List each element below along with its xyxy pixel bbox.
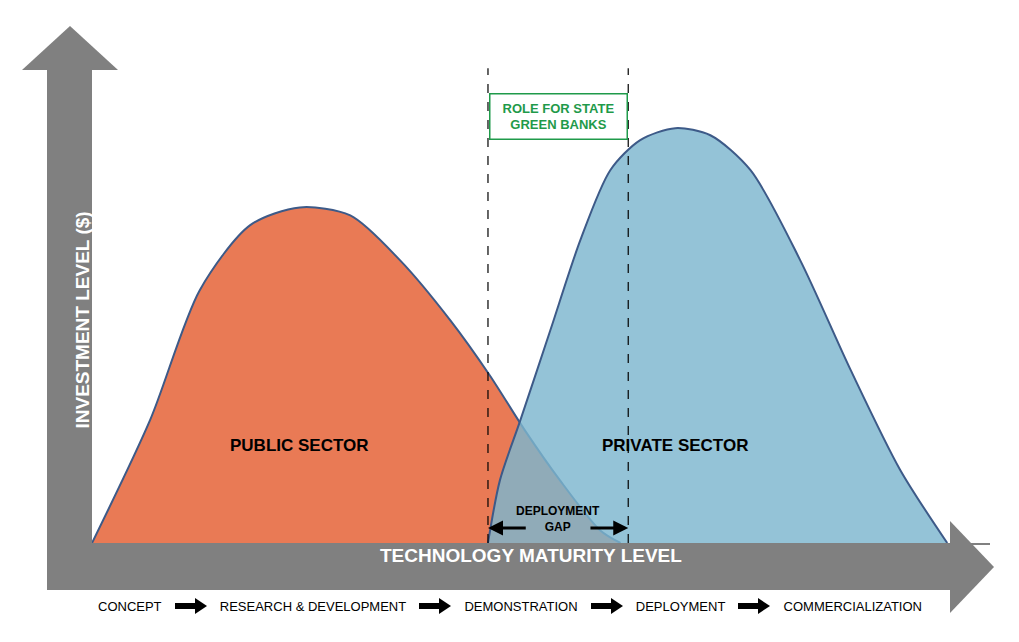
- svg-text:DEPLOYMENTGAP: DEPLOYMENTGAP: [516, 504, 600, 534]
- html-text:COMMERCIALIZATION: COMMERCIALIZATION: [783, 598, 922, 614]
- svg-text:PUBLIC SECTOR: PUBLIC SECTOR: [230, 436, 369, 455]
- svg-text:TECHNOLOGY MATURITY LEVEL: TECHNOLOGY MATURITY LEVEL: [380, 545, 682, 566]
- html-text:DEPLOYMENT: DEPLOYMENT: [635, 598, 726, 614]
- svg-text:ROLE FOR STATEGREEN BANKS: ROLE FOR STATEGREEN BANKS: [503, 101, 615, 133]
- svg-text:INVESTMENT LEVEL ($): INVESTMENT LEVEL ($): [72, 211, 93, 428]
- html-text:RESEARCH & DEVELOPMENT: RESEARCH & DEVELOPMENT: [219, 598, 407, 614]
- html-text:DEMONSTRATION: DEMONSTRATION: [464, 598, 578, 614]
- html-text:CONCEPT: CONCEPT: [98, 598, 162, 614]
- svg-text:PRIVATE SECTOR: PRIVATE SECTOR: [602, 436, 748, 455]
